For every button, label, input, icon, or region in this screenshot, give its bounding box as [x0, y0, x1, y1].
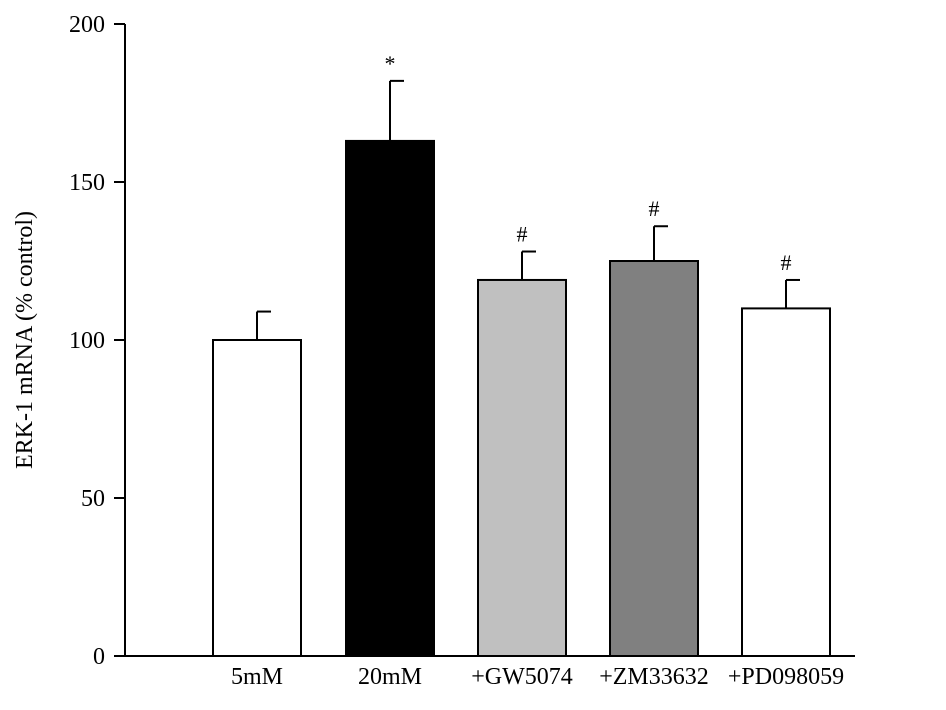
significance-mark: *	[385, 51, 396, 76]
y-tick-label: 200	[69, 12, 105, 38]
bar-5mm	[212, 339, 302, 657]
category-label: +PD098059	[728, 664, 844, 690]
y-tick-label: 50	[81, 486, 105, 512]
significance-mark: #	[649, 196, 660, 221]
bar-pd098059	[741, 307, 831, 657]
category-labels: 5mM 20mM +GW5074 +ZM33632 +PD098059	[231, 664, 844, 690]
significance-marks: * # # #	[385, 51, 792, 275]
bar-20mm	[345, 139, 435, 658]
category-label: +GW5074	[471, 664, 573, 690]
y-tick-label: 100	[69, 328, 105, 354]
significance-mark: #	[517, 222, 528, 247]
y-tick-label: 0	[93, 644, 105, 670]
category-label: +ZM33632	[599, 664, 709, 690]
significance-mark: #	[781, 250, 792, 275]
error-bars	[256, 79, 800, 340]
y-axis-title: ERK-1 mRNA (% control)	[12, 211, 38, 469]
bar-zm33632	[609, 260, 699, 657]
y-tick-label: 150	[69, 170, 105, 196]
bars	[212, 139, 831, 658]
category-label: 20mM	[358, 664, 422, 690]
y-axis: 0 50 100 150 200	[69, 12, 126, 670]
bar-gw5074	[477, 278, 567, 657]
category-label: 5mM	[231, 664, 283, 690]
